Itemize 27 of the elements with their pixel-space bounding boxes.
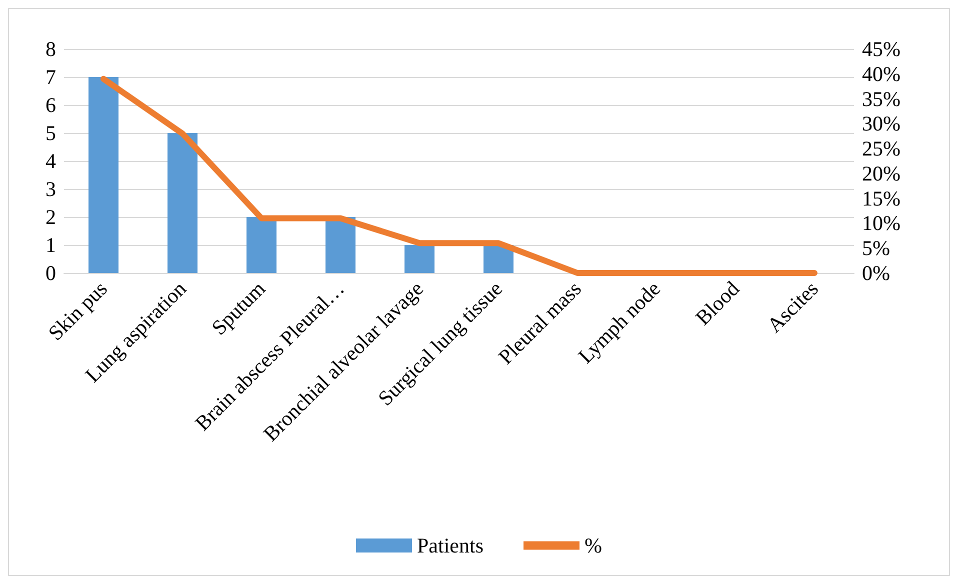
- y2-tick-label: 10%: [862, 211, 900, 236]
- y2-tick-label: 40%: [862, 62, 900, 86]
- bar: [246, 217, 276, 273]
- y-tick-label: 0: [46, 261, 56, 285]
- y-tick-label: 1: [46, 233, 56, 257]
- y-tick-label: 3: [46, 177, 56, 201]
- y2-tick-label: 25%: [862, 136, 900, 161]
- y2-tick-label: 15%: [862, 186, 900, 210]
- y-tick-label: 5: [46, 121, 56, 145]
- y2-tick-label: 35%: [862, 86, 900, 111]
- y-tick-label: 8: [46, 37, 56, 61]
- bar: [88, 77, 118, 273]
- y2-tick-label: 5%: [862, 236, 890, 260]
- y2-tick-label: 20%: [862, 161, 900, 186]
- y-tick-label: 6: [46, 93, 56, 117]
- bar: [404, 245, 434, 273]
- bar: [484, 245, 514, 273]
- y2-tick-label: 30%: [862, 112, 900, 136]
- legend-label: %: [584, 534, 602, 558]
- y-tick-label: 7: [46, 65, 56, 89]
- y2-tick-label: 0%: [862, 261, 890, 285]
- bar: [168, 133, 198, 273]
- y-tick-label: 4: [46, 149, 56, 173]
- y2-tick-label: 45%: [862, 37, 900, 61]
- legend-label: Patients: [417, 534, 484, 558]
- y-tick-label: 2: [46, 205, 56, 229]
- bar: [326, 217, 356, 273]
